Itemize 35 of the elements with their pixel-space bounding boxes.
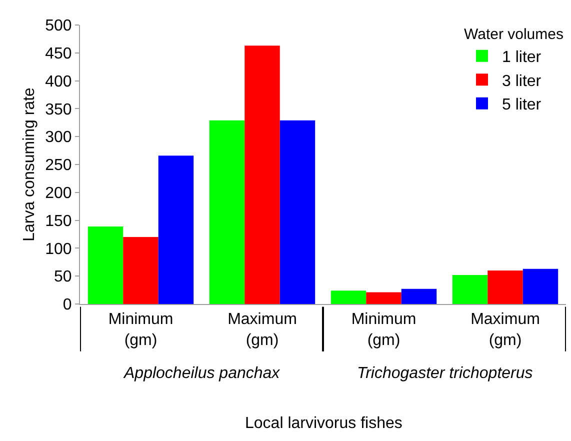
- bar: [330, 290, 366, 304]
- y-tick-label: 250: [45, 157, 72, 174]
- bar: [366, 292, 402, 304]
- legend-title: Water volumes: [464, 26, 564, 43]
- x-tick-label: Maximum (gm): [228, 311, 297, 349]
- bar: [158, 156, 194, 304]
- bar: [244, 46, 280, 304]
- y-axis-title: Larva consuming rate: [20, 87, 38, 242]
- y-tick-label: 450: [45, 46, 72, 62]
- bar: [401, 288, 437, 304]
- y-tick-label: 0: [62, 296, 72, 314]
- legend-label: 3 liter: [502, 72, 542, 90]
- y-tick-label: 500: [45, 18, 72, 35]
- text: Trichogaster trichopterus: [357, 365, 533, 382]
- y-tick-label: 50: [54, 268, 72, 286]
- x-tick-label: Minimum (gm): [108, 311, 174, 349]
- y-tick-label: 300: [45, 129, 72, 146]
- legend-label: 1 liter: [502, 49, 542, 66]
- y-tick-label: 100: [45, 240, 72, 258]
- y-tick-label: 350: [45, 101, 72, 118]
- text: Applocheilus panchax: [123, 365, 281, 382]
- legend-label: 5 liter: [502, 96, 542, 114]
- x-tick-label: Maximum (gm): [470, 311, 540, 349]
- bar: [209, 120, 245, 304]
- bar: [123, 237, 158, 304]
- y-tick-label: 150: [45, 212, 72, 230]
- bar: [488, 270, 523, 304]
- y-tick-label: 200: [45, 185, 72, 202]
- y-tick-label: 400: [45, 73, 72, 90]
- bar: [522, 268, 558, 304]
- bar: [280, 120, 316, 304]
- bar: [88, 226, 124, 304]
- x-tick-label: Minimum (gm): [351, 311, 416, 349]
- x-axis-title: Local larvivorus fishes: [245, 415, 402, 432]
- bar: [452, 274, 488, 304]
